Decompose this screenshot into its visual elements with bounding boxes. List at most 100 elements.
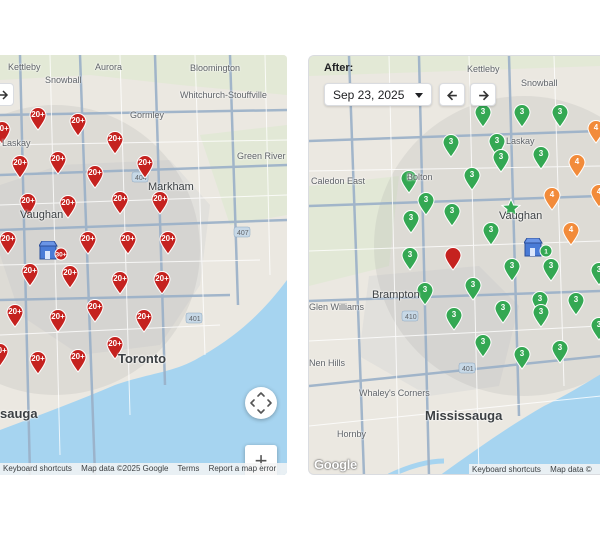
red-marker[interactable]: 20+ — [61, 265, 79, 289]
green-marker[interactable]: 3 — [567, 292, 585, 316]
green-marker[interactable]: 3 — [402, 210, 420, 234]
red-marker[interactable]: 20+ — [111, 191, 129, 215]
red-marker[interactable] — [444, 247, 462, 271]
red-marker[interactable]: 20+ — [69, 349, 87, 373]
red-marker[interactable]: 20+ — [29, 107, 47, 131]
red-marker[interactable]: 20+ — [119, 231, 137, 255]
red-marker[interactable]: 20+ — [19, 193, 37, 217]
red-marker[interactable]: 20+ — [151, 191, 169, 215]
pin-count-label: 3 — [573, 295, 579, 304]
red-marker[interactable]: 20+ — [21, 263, 39, 287]
red-marker[interactable]: 20+ — [135, 309, 153, 333]
green-marker[interactable]: 3 — [590, 262, 600, 286]
store-icon[interactable]: 30+ — [38, 240, 69, 266]
pin-count-label: 20+ — [51, 154, 65, 163]
green-marker[interactable]: 3 — [542, 258, 560, 282]
red-marker[interactable]: 20+ — [159, 231, 177, 255]
next-date-button[interactable] — [0, 83, 14, 106]
map-base-layer: 410 401 — [309, 56, 600, 474]
svg-text:401: 401 — [189, 316, 201, 323]
green-marker[interactable]: 3 — [532, 146, 550, 170]
pin-count-label: 3 — [590, 265, 600, 274]
google-logo: Google — [314, 457, 357, 472]
green-marker[interactable]: 3 — [551, 340, 569, 364]
svg-text:407: 407 — [237, 230, 249, 237]
after-map[interactable]: 410 401 33333333333333333333333333334444… — [308, 55, 600, 475]
place-label: Laskay — [506, 136, 535, 146]
red-marker[interactable]: 20+ — [153, 271, 171, 295]
green-marker[interactable]: 3 — [590, 317, 600, 341]
orange-marker[interactable]: 4 — [568, 154, 586, 178]
green-marker[interactable]: 3 — [464, 277, 482, 301]
green-marker[interactable]: 3 — [474, 334, 492, 358]
report-error-link[interactable]: Report a map error — [208, 464, 277, 473]
red-marker[interactable]: 20+ — [11, 155, 29, 179]
green-marker[interactable]: 3 — [503, 258, 521, 282]
red-marker[interactable]: 20+ — [0, 343, 9, 367]
keyboard-shortcuts-link[interactable]: Keyboard shortcuts — [472, 465, 541, 474]
red-marker[interactable]: 20+ — [49, 151, 67, 175]
place-label: Mississauga — [425, 408, 503, 423]
pin-count-label: 3 — [451, 310, 457, 319]
pin-count-label: 3 — [538, 307, 544, 316]
red-marker[interactable]: 20+ — [136, 155, 154, 179]
next-date-button[interactable] — [470, 83, 496, 106]
green-marker[interactable]: 3 — [492, 149, 510, 173]
red-marker[interactable]: 20+ — [59, 195, 77, 219]
red-marker[interactable]: 20+ — [0, 121, 11, 145]
date-select[interactable]: Sep 23, 2025 — [324, 83, 432, 106]
place-label: Kettleby — [8, 62, 41, 72]
green-marker[interactable]: 3 — [442, 134, 460, 158]
pin-count-label: 20+ — [23, 266, 37, 275]
pin-count-label: 20+ — [113, 194, 127, 203]
green-marker[interactable]: 3 — [482, 222, 500, 246]
pin-count-label: 3 — [470, 280, 476, 289]
place-label: Markham — [148, 181, 194, 193]
recenter-button[interactable] — [245, 387, 277, 419]
red-marker[interactable]: 20+ — [49, 309, 67, 333]
terms-link[interactable]: Terms — [177, 464, 200, 473]
previous-date-button[interactable] — [439, 83, 465, 106]
red-marker[interactable]: 20+ — [6, 304, 24, 328]
store-icon[interactable]: 1 — [523, 237, 554, 263]
red-marker[interactable]: 20+ — [0, 231, 17, 255]
green-marker[interactable]: 3 — [474, 104, 492, 128]
green-marker[interactable]: 3 — [416, 282, 434, 306]
green-marker[interactable]: 3 — [513, 346, 531, 370]
red-marker[interactable]: 20+ — [86, 165, 104, 189]
green-marker[interactable]: 3 — [401, 247, 419, 271]
red-marker[interactable]: 20+ — [106, 131, 124, 155]
before-map[interactable]: 404 407 401 20+20+20+20+20+20+20+20+20+2… — [0, 55, 287, 475]
green-marker[interactable]: 3 — [532, 304, 550, 328]
red-marker[interactable]: 20+ — [69, 113, 87, 137]
green-marker[interactable]: 3 — [417, 192, 435, 216]
pin-count-label: 20+ — [81, 234, 95, 243]
orange-marker[interactable]: 4 — [543, 187, 561, 211]
star-icon[interactable] — [500, 197, 522, 223]
green-marker[interactable]: 3 — [463, 167, 481, 191]
red-marker[interactable]: 20+ — [106, 336, 124, 360]
green-marker[interactable]: 3 — [551, 104, 569, 128]
orange-marker[interactable]: 4 — [590, 184, 600, 208]
red-marker[interactable]: 20+ — [86, 299, 104, 323]
keyboard-shortcuts-link[interactable]: Keyboard shortcuts — [3, 464, 72, 473]
green-marker[interactable]: 3 — [494, 300, 512, 324]
pin-count-label: 3 — [448, 137, 454, 146]
red-marker[interactable]: 20+ — [29, 351, 47, 375]
orange-marker[interactable]: 4 — [587, 120, 600, 144]
map-attribution: Keyboard shortcuts Map data © — [469, 464, 600, 474]
svg-text:410: 410 — [405, 314, 417, 321]
orange-marker[interactable]: 4 — [562, 222, 580, 246]
svg-text:401: 401 — [462, 366, 474, 373]
red-marker[interactable]: 20+ — [79, 231, 97, 255]
pin-count-label: 20+ — [8, 307, 22, 316]
green-marker[interactable]: 3 — [513, 104, 531, 128]
pin-count-label: 4 — [549, 190, 555, 199]
place-label: Snowball — [45, 75, 82, 85]
before-pins-layer: 20+ 20+ 20+ 20+ 20+ 20+ 20+ 20+ 20+ 20+ 20+ 20+ 20+ 2… — [0, 55, 287, 475]
green-marker[interactable]: 3 — [445, 307, 463, 331]
pin-count-label: 20+ — [138, 158, 152, 167]
red-marker[interactable]: 20+ — [111, 271, 129, 295]
green-marker[interactable]: 3 — [400, 170, 418, 194]
green-marker[interactable]: 3 — [443, 203, 461, 227]
